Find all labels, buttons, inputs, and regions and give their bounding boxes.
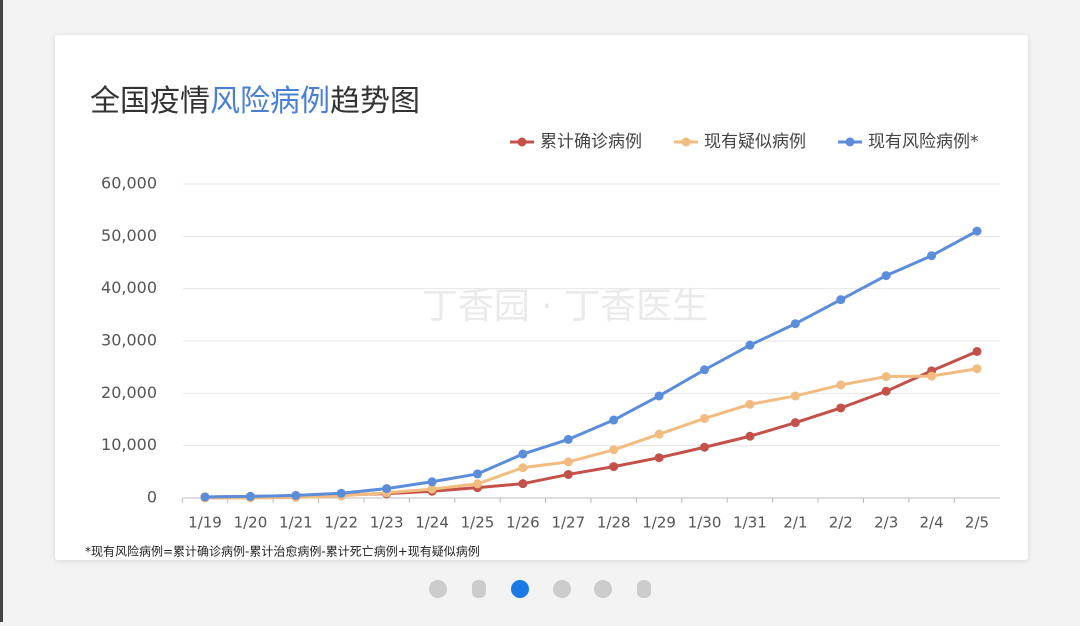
x-tick-label: 1/22 [324,514,358,532]
data-point [518,449,528,459]
data-point [563,457,573,467]
x-tick-label: 2/1 [783,514,807,532]
data-point [654,429,664,439]
y-tick-label: 20,000 [101,383,157,402]
data-point [881,372,891,382]
data-point [700,365,710,375]
x-tick-label: 1/24 [415,514,449,532]
x-tick-label: 1/25 [461,514,495,532]
x-tick-label: 1/28 [597,514,631,532]
data-point [609,415,619,425]
data-point [654,391,664,401]
legend-label: 现有疑似病例 [704,132,806,152]
data-point [654,453,664,463]
data-point [836,380,846,390]
data-point [427,477,437,487]
data-point [881,386,891,396]
data-point [609,462,619,472]
data-point [972,346,982,356]
x-tick-label: 1/27 [551,514,585,532]
data-point [972,226,982,236]
page-dot[interactable] [637,580,651,598]
data-point [745,399,755,409]
title-part: 全国疫情 [90,84,210,119]
data-point [745,431,755,441]
page-dot[interactable] [553,580,571,598]
series-line [205,367,978,500]
y-tick-label: 10,000 [101,435,157,454]
data-point [745,340,755,350]
data-point [972,364,982,374]
data-point [836,295,846,305]
x-tick-label: 2/4 [920,514,944,532]
y-tick-label: 50,000 [101,226,157,245]
series-line [204,229,978,499]
x-tick-label: 1/31 [733,514,767,532]
x-tick-label: 1/21 [279,514,313,532]
pagination [429,580,651,598]
y-tick-label: 40,000 [101,278,157,297]
title-part: 趋势图 [330,84,420,119]
page-dot[interactable] [429,580,447,598]
x-tick-label: 2/5 [965,514,989,532]
title-highlight: 风险病例 [210,84,330,119]
data-point [790,418,800,428]
data-point [382,484,392,494]
legend-label: 现有风险病例* [868,132,979,152]
data-point [200,492,210,502]
data-point [472,469,482,479]
watermark: 丁香园 · 丁香医生 [422,286,708,327]
chart-title: 全国疫情风险病例趋势图 [90,84,420,119]
data-point [427,484,437,494]
legend-dot [681,137,691,147]
data-point [472,479,482,489]
legend-label: 累计确诊病例 [540,132,642,152]
data-point [518,463,528,473]
data-point [700,413,710,423]
data-point [563,469,573,479]
footnote: *现有风险病例=累计确诊病例-累计治愈病例-累计死亡病例+现有疑似病例 [85,544,480,559]
page-dot[interactable] [594,580,612,598]
edge [0,0,3,622]
data-point [881,271,891,281]
data-point [790,319,800,329]
y-tick-label: 0 [147,488,157,507]
page-dot-active[interactable] [511,580,529,598]
data-point [790,391,800,401]
data-point [563,434,573,444]
data-point [927,371,937,381]
data-point [609,445,619,455]
data-point [518,479,528,489]
data-point [927,251,937,261]
x-tick-label: 1/20 [234,514,268,532]
x-tick-label: 1/26 [506,514,540,532]
data-point [336,488,346,498]
data-point [291,490,301,500]
data-point [700,442,710,452]
x-tick-label: 1/30 [688,514,722,532]
x-tick-label: 1/23 [370,514,404,532]
y-tick-label: 60,000 [101,174,157,193]
x-tick-label: 1/29 [642,514,676,532]
data-point [836,403,846,413]
legend-dot [845,137,855,147]
legend-dot [517,137,527,147]
x-tick-label: 2/2 [829,514,853,532]
card [55,35,1028,560]
page-dot[interactable] [472,580,486,598]
y-tick-label: 30,000 [101,331,157,350]
data-point [245,491,255,501]
x-tick-label: 1/19 [188,514,222,532]
x-tick-label: 2/3 [874,514,898,532]
